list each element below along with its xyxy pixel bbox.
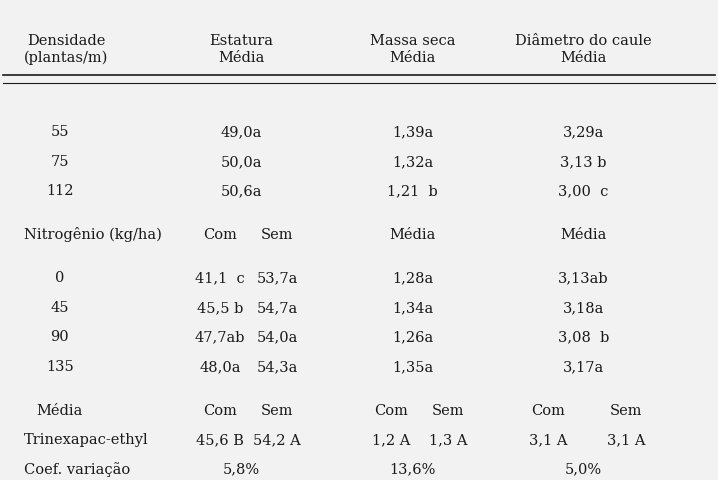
- Text: 47,7ab: 47,7ab: [195, 331, 246, 345]
- Text: Sem: Sem: [261, 228, 294, 242]
- Text: 3,00  c: 3,00 c: [558, 184, 609, 198]
- Text: Nitrogênio (kg/ha): Nitrogênio (kg/ha): [24, 228, 162, 242]
- Text: 41,1  c: 41,1 c: [195, 272, 245, 286]
- Text: 54,0a: 54,0a: [256, 331, 298, 345]
- Text: 5,8%: 5,8%: [223, 463, 260, 477]
- Text: 135: 135: [46, 360, 74, 374]
- Text: Com: Com: [531, 404, 565, 418]
- Text: 55: 55: [50, 125, 69, 140]
- Text: 1,2 A: 1,2 A: [372, 433, 410, 447]
- Text: 1,39a: 1,39a: [392, 125, 433, 140]
- Text: Média: Média: [560, 228, 607, 242]
- Text: Média: Média: [37, 404, 83, 418]
- Text: Densidade
(plantas/m): Densidade (plantas/m): [24, 34, 108, 65]
- Text: 1,26a: 1,26a: [392, 331, 433, 345]
- Text: 90: 90: [50, 331, 69, 345]
- Text: 1,3 A: 1,3 A: [429, 433, 467, 447]
- Text: Sem: Sem: [432, 404, 465, 418]
- Text: 3,1 A: 3,1 A: [528, 433, 567, 447]
- Text: 54,7a: 54,7a: [256, 301, 298, 315]
- Text: 1,35a: 1,35a: [392, 360, 433, 374]
- Text: Média: Média: [389, 228, 436, 242]
- Text: 1,28a: 1,28a: [392, 272, 433, 286]
- Text: 54,2 A: 54,2 A: [253, 433, 301, 447]
- Text: 75: 75: [50, 155, 69, 169]
- Text: 49,0a: 49,0a: [220, 125, 262, 140]
- Text: 1,32a: 1,32a: [392, 155, 433, 169]
- Text: 3,08  b: 3,08 b: [558, 331, 609, 345]
- Text: 45,6 B: 45,6 B: [196, 433, 244, 447]
- Text: 3,17a: 3,17a: [563, 360, 604, 374]
- Text: 3,13 b: 3,13 b: [560, 155, 607, 169]
- Text: Sem: Sem: [610, 404, 643, 418]
- Text: 45,5 b: 45,5 b: [197, 301, 243, 315]
- Text: 3,13ab: 3,13ab: [558, 272, 609, 286]
- Text: 45: 45: [50, 301, 69, 315]
- Text: Estatura
Média: Estatura Média: [210, 35, 274, 65]
- Text: 0: 0: [55, 272, 65, 286]
- Text: 1,34a: 1,34a: [392, 301, 433, 315]
- Text: Coef. variação: Coef. variação: [24, 462, 131, 477]
- Text: 50,0a: 50,0a: [220, 155, 262, 169]
- Text: 5,0%: 5,0%: [565, 463, 602, 477]
- Text: 53,7a: 53,7a: [256, 272, 298, 286]
- Text: 3,18a: 3,18a: [563, 301, 604, 315]
- Text: 3,29a: 3,29a: [563, 125, 604, 140]
- Text: Massa seca
Média: Massa seca Média: [370, 35, 455, 65]
- Text: Com: Com: [203, 404, 237, 418]
- Text: Com: Com: [203, 228, 237, 242]
- Text: 1,21  b: 1,21 b: [387, 184, 438, 198]
- Text: Trinexapac-ethyl: Trinexapac-ethyl: [24, 433, 149, 447]
- Text: 112: 112: [46, 184, 73, 198]
- Text: 13,6%: 13,6%: [389, 463, 436, 477]
- Text: Sem: Sem: [261, 404, 294, 418]
- Text: 48,0a: 48,0a: [200, 360, 241, 374]
- Text: Com: Com: [374, 404, 408, 418]
- Text: 50,6a: 50,6a: [220, 184, 262, 198]
- Text: 54,3a: 54,3a: [256, 360, 298, 374]
- Text: Diâmetro do caule
Média: Diâmetro do caule Média: [515, 35, 652, 65]
- Text: 3,1 A: 3,1 A: [607, 433, 645, 447]
